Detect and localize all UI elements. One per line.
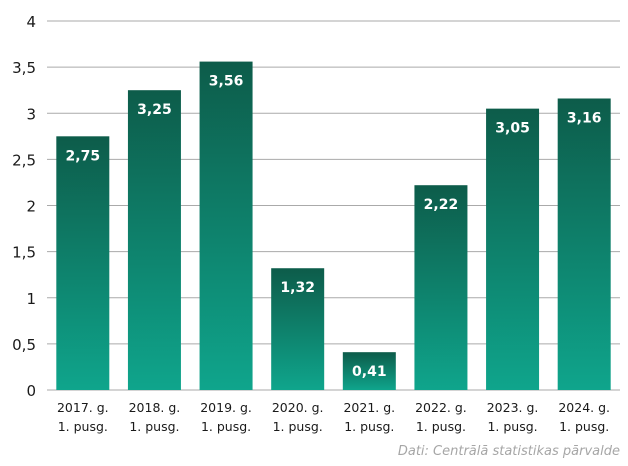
x-tick-label: 1. pusg. xyxy=(416,419,466,434)
x-tick-label: 2020. g. xyxy=(272,400,324,415)
data-label: 2,22 xyxy=(424,197,459,213)
data-label: 3,05 xyxy=(495,121,530,137)
y-tick-label: 3 xyxy=(26,105,36,123)
bar xyxy=(199,61,253,391)
y-tick-label: 0 xyxy=(26,382,36,400)
y-tick-label: 4 xyxy=(26,13,36,31)
data-label: 1,32 xyxy=(280,280,315,296)
x-tick-label: 1. pusg. xyxy=(487,419,537,434)
bar xyxy=(56,136,110,390)
bar xyxy=(486,108,540,390)
data-label: 2,75 xyxy=(66,148,101,164)
bars xyxy=(56,61,611,391)
x-tick-label: 2018. g. xyxy=(129,400,181,415)
x-tick-label: 2021. g. xyxy=(343,400,395,415)
y-tick-label: 1,5 xyxy=(12,244,36,262)
bar xyxy=(271,268,325,390)
bar xyxy=(127,90,181,390)
y-tick-label: 3,5 xyxy=(12,59,36,77)
x-tick-label: 1. pusg. xyxy=(129,419,179,434)
y-axis: 0 0,5 1 1,5 2 2,5 3 3,5 4 xyxy=(12,13,36,400)
x-axis: 2017. g. 1. pusg. 2018. g. 1. pusg. 2019. g.… xyxy=(57,400,610,434)
y-tick-label: 2,5 xyxy=(12,151,36,169)
x-tick-label: 2019. g. xyxy=(200,400,252,415)
bar xyxy=(557,98,611,391)
x-tick-label: 1. pusg. xyxy=(273,419,323,434)
x-tick-label: 1. pusg. xyxy=(559,419,609,434)
y-tick-label: 0,5 xyxy=(12,336,36,354)
bar xyxy=(414,185,468,390)
x-tick-label: 1. pusg. xyxy=(201,419,251,434)
data-label: 0,41 xyxy=(352,364,387,380)
x-tick-label: 1. pusg. xyxy=(344,419,394,434)
bar xyxy=(342,352,396,390)
data-label: 3,16 xyxy=(567,110,602,126)
x-tick-label: 2022. g. xyxy=(415,400,467,415)
y-tick-label: 2 xyxy=(26,198,36,216)
x-tick-label: 2024. g. xyxy=(558,400,610,415)
y-tick-label: 1 xyxy=(26,290,36,308)
data-label: 3,25 xyxy=(137,102,172,118)
data-label: 3,56 xyxy=(209,74,244,90)
source-note: Dati: Centrālā statistikas pārvalde xyxy=(397,444,620,459)
data-labels: 2,75 3,25 3,56 1,32 0,41 2,22 3,05 3,16 xyxy=(66,74,602,381)
x-tick-label: 2023. g. xyxy=(487,400,539,415)
x-tick-label: 1. pusg. xyxy=(58,419,108,434)
x-tick-label: 2017. g. xyxy=(57,400,109,415)
